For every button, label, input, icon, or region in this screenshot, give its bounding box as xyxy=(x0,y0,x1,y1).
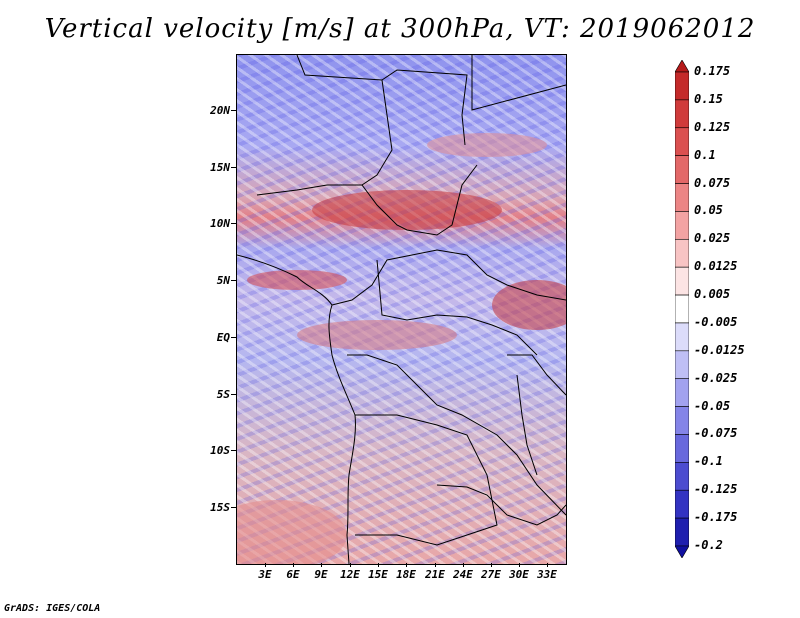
colorbar-swatch-6 xyxy=(675,211,689,240)
convection-streaks xyxy=(237,133,566,564)
lat-tick-15n xyxy=(231,167,236,168)
colorbar-label: -0.075 xyxy=(694,426,738,441)
colorbar-label: 0.075 xyxy=(694,175,731,190)
lon-label-12e: 12E xyxy=(340,568,360,581)
colorbar-label: -0.1 xyxy=(694,454,723,469)
colorbar-label: 0.005 xyxy=(694,287,731,302)
country-borders xyxy=(237,55,566,564)
lat-tick-eq xyxy=(231,337,236,338)
lat-label-20n: 20N xyxy=(210,104,230,117)
lon-label-15e: 15E xyxy=(368,568,388,581)
lon-tick-33e xyxy=(547,563,548,567)
footer-credit: GrADS: IGES/COLA xyxy=(4,603,101,614)
lon-tick-15e xyxy=(378,563,379,567)
lat-label-eq: EQ xyxy=(216,331,230,344)
colorbar-label: -0.0125 xyxy=(694,342,745,357)
lat-label-10s: 10S xyxy=(210,444,230,457)
colorbar-label: 0.125 xyxy=(694,119,731,134)
colorbar-swatch-3 xyxy=(675,127,689,156)
colorbar-label: -0.2 xyxy=(694,538,723,552)
lat-tick-10s xyxy=(231,450,236,451)
lon-tick-6e xyxy=(293,563,294,567)
lon-tick-18e xyxy=(406,563,407,567)
colorbar-swatch-18 xyxy=(675,545,689,558)
colorbar-swatch-7 xyxy=(675,238,689,268)
lon-label-30e: 30E xyxy=(509,568,529,581)
lon-tick-9e xyxy=(321,563,322,567)
colorbar-swatch-13 xyxy=(675,406,689,435)
colorbar-swatch-5 xyxy=(675,183,689,212)
lat-tick-15s xyxy=(231,507,236,508)
lat-label-15s: 15S xyxy=(210,501,230,514)
colorbar-swatch-4 xyxy=(675,155,689,184)
lat-tick-5n xyxy=(231,280,236,281)
lon-label-33e: 33E xyxy=(537,568,557,581)
colorbar-swatch-8 xyxy=(675,266,689,296)
colorbar-swatch-17 xyxy=(675,517,689,547)
colorbar-swatch-14 xyxy=(675,434,689,463)
colorbar-swatch-10 xyxy=(675,322,689,352)
colorbar-label: -0.125 xyxy=(694,482,738,497)
colorbar-swatch-15 xyxy=(675,462,689,491)
colorbar-label: -0.175 xyxy=(694,510,738,525)
colorbar-swatch-1 xyxy=(675,71,689,101)
colorbar-swatch-11 xyxy=(675,350,689,380)
colorbar-label: 0.1 xyxy=(694,147,716,162)
lon-label-24e: 24E xyxy=(453,568,473,581)
lat-tick-20n xyxy=(231,110,236,111)
lon-label-3e: 3E xyxy=(258,568,272,581)
colorbar-swatch-12 xyxy=(675,378,689,407)
lon-label-6e: 6E xyxy=(286,568,300,581)
lon-tick-12e xyxy=(350,563,351,567)
colorbar-label: -0.025 xyxy=(694,370,738,385)
map-title: Vertical velocity [m/s] at 300hPa, VT: 2… xyxy=(44,14,756,44)
colorbar-swatches xyxy=(675,60,689,558)
map-plot-area xyxy=(236,54,567,565)
colorbar-label: 0.15 xyxy=(694,91,723,106)
lat-label-5n: 5N xyxy=(216,274,230,287)
lon-tick-30e xyxy=(519,563,520,567)
colorbar-swatch-9 xyxy=(675,294,689,324)
colorbar-swatch-16 xyxy=(675,489,689,519)
lon-tick-21e xyxy=(435,563,436,567)
colorbar-label: -0.005 xyxy=(694,314,738,329)
lon-tick-27e xyxy=(491,563,492,567)
lon-label-21e: 21E xyxy=(425,568,445,581)
lat-tick-10n xyxy=(231,223,236,224)
colorbar-label: 0.025 xyxy=(694,231,731,246)
lat-label-5s: 5S xyxy=(216,388,230,401)
colorbar-label: 0.175 xyxy=(694,64,731,78)
colorbar xyxy=(675,60,689,558)
colorbar-swatch-2 xyxy=(675,99,689,129)
lon-label-18e: 18E xyxy=(396,568,416,581)
colorbar-label: -0.05 xyxy=(694,398,731,413)
lon-tick-3e xyxy=(265,563,266,567)
lat-label-10n: 10N xyxy=(210,217,230,230)
colorbar-swatch-0 xyxy=(675,60,689,73)
lon-tick-24e xyxy=(463,563,464,567)
lat-tick-5s xyxy=(231,394,236,395)
colorbar-label: 0.0125 xyxy=(694,259,738,274)
lat-label-15n: 15N xyxy=(210,161,230,174)
lon-label-9e: 9E xyxy=(314,568,328,581)
lon-label-27e: 27E xyxy=(481,568,501,581)
colorbar-label: 0.05 xyxy=(694,203,723,218)
